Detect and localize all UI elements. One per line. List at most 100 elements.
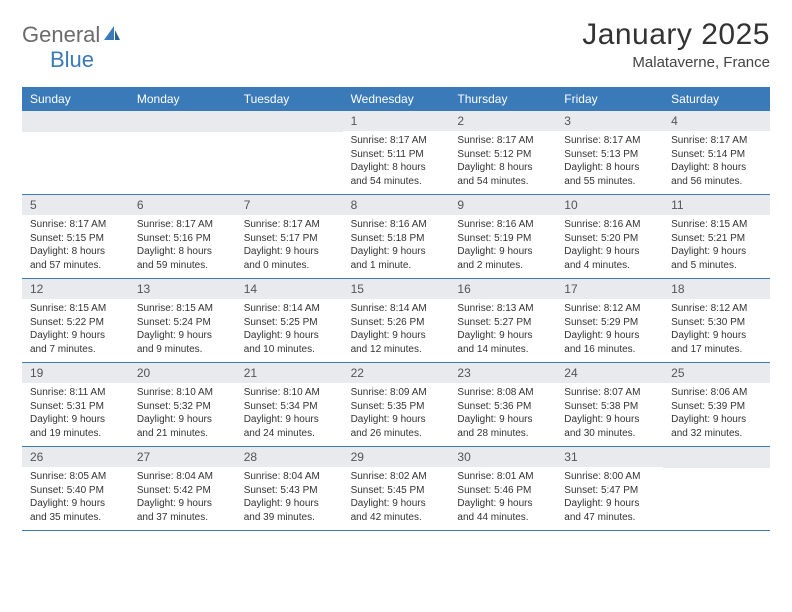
day-info: Sunrise: 8:07 AMSunset: 5:38 PMDaylight:… — [556, 383, 663, 446]
day-cell: 20Sunrise: 8:10 AMSunset: 5:32 PMDayligh… — [129, 363, 236, 446]
day-info: Sunrise: 8:17 AMSunset: 5:15 PMDaylight:… — [22, 215, 129, 278]
sunset-text: Sunset: 5:32 PM — [137, 400, 228, 414]
daylight-text: Daylight: 9 hours and 7 minutes. — [30, 329, 121, 356]
logo-sail-icon — [102, 24, 122, 47]
day-info: Sunrise: 8:14 AMSunset: 5:26 PMDaylight:… — [343, 299, 450, 362]
daylight-text: Daylight: 8 hours and 54 minutes. — [457, 161, 548, 188]
sunrise-text: Sunrise: 8:04 AM — [137, 470, 228, 484]
sunset-text: Sunset: 5:40 PM — [30, 484, 121, 498]
day-number: 28 — [236, 447, 343, 467]
day-info: Sunrise: 8:04 AMSunset: 5:42 PMDaylight:… — [129, 467, 236, 530]
logo-text-part2: Blue — [50, 47, 94, 73]
sunset-text: Sunset: 5:21 PM — [671, 232, 762, 246]
month-title: January 2025 — [582, 18, 770, 52]
sunset-text: Sunset: 5:30 PM — [671, 316, 762, 330]
day-info: Sunrise: 8:17 AMSunset: 5:17 PMDaylight:… — [236, 215, 343, 278]
day-number: 31 — [556, 447, 663, 467]
sunrise-text: Sunrise: 8:08 AM — [457, 386, 548, 400]
day-info: Sunrise: 8:01 AMSunset: 5:46 PMDaylight:… — [449, 467, 556, 530]
sunset-text: Sunset: 5:38 PM — [564, 400, 655, 414]
day-number: 14 — [236, 279, 343, 299]
empty-day-num — [236, 111, 343, 132]
day-info: Sunrise: 8:04 AMSunset: 5:43 PMDaylight:… — [236, 467, 343, 530]
sunrise-text: Sunrise: 8:17 AM — [351, 134, 442, 148]
day-number: 16 — [449, 279, 556, 299]
day-number: 27 — [129, 447, 236, 467]
day-cell: 2Sunrise: 8:17 AMSunset: 5:12 PMDaylight… — [449, 111, 556, 194]
day-cell — [22, 111, 129, 194]
day-info: Sunrise: 8:08 AMSunset: 5:36 PMDaylight:… — [449, 383, 556, 446]
location-label: Malataverne, France — [582, 54, 770, 71]
weekday-header-cell: Friday — [556, 87, 663, 111]
sunrise-text: Sunrise: 8:12 AM — [671, 302, 762, 316]
day-cell: 4Sunrise: 8:17 AMSunset: 5:14 PMDaylight… — [663, 111, 770, 194]
sunset-text: Sunset: 5:15 PM — [30, 232, 121, 246]
sunrise-text: Sunrise: 8:12 AM — [564, 302, 655, 316]
sunset-text: Sunset: 5:11 PM — [351, 148, 442, 162]
daylight-text: Daylight: 9 hours and 47 minutes. — [564, 497, 655, 524]
week-row: 5Sunrise: 8:17 AMSunset: 5:15 PMDaylight… — [22, 195, 770, 279]
day-cell: 6Sunrise: 8:17 AMSunset: 5:16 PMDaylight… — [129, 195, 236, 278]
day-cell: 29Sunrise: 8:02 AMSunset: 5:45 PMDayligh… — [343, 447, 450, 530]
sunrise-text: Sunrise: 8:17 AM — [244, 218, 335, 232]
day-cell: 24Sunrise: 8:07 AMSunset: 5:38 PMDayligh… — [556, 363, 663, 446]
day-cell: 15Sunrise: 8:14 AMSunset: 5:26 PMDayligh… — [343, 279, 450, 362]
daylight-text: Daylight: 9 hours and 26 minutes. — [351, 413, 442, 440]
sunset-text: Sunset: 5:34 PM — [244, 400, 335, 414]
day-number: 15 — [343, 279, 450, 299]
sunset-text: Sunset: 5:47 PM — [564, 484, 655, 498]
day-cell: 28Sunrise: 8:04 AMSunset: 5:43 PMDayligh… — [236, 447, 343, 530]
weekday-header-cell: Tuesday — [236, 87, 343, 111]
day-info: Sunrise: 8:10 AMSunset: 5:32 PMDaylight:… — [129, 383, 236, 446]
day-info: Sunrise: 8:14 AMSunset: 5:25 PMDaylight:… — [236, 299, 343, 362]
day-cell — [236, 111, 343, 194]
day-info: Sunrise: 8:15 AMSunset: 5:21 PMDaylight:… — [663, 215, 770, 278]
daylight-text: Daylight: 9 hours and 9 minutes. — [137, 329, 228, 356]
day-info: Sunrise: 8:09 AMSunset: 5:35 PMDaylight:… — [343, 383, 450, 446]
day-number: 30 — [449, 447, 556, 467]
sunset-text: Sunset: 5:39 PM — [671, 400, 762, 414]
day-cell: 16Sunrise: 8:13 AMSunset: 5:27 PMDayligh… — [449, 279, 556, 362]
day-info: Sunrise: 8:05 AMSunset: 5:40 PMDaylight:… — [22, 467, 129, 530]
daylight-text: Daylight: 9 hours and 32 minutes. — [671, 413, 762, 440]
daylight-text: Daylight: 9 hours and 39 minutes. — [244, 497, 335, 524]
daylight-text: Daylight: 9 hours and 28 minutes. — [457, 413, 548, 440]
sunset-text: Sunset: 5:35 PM — [351, 400, 442, 414]
day-cell: 1Sunrise: 8:17 AMSunset: 5:11 PMDaylight… — [343, 111, 450, 194]
day-cell — [663, 447, 770, 530]
sunset-text: Sunset: 5:36 PM — [457, 400, 548, 414]
sunset-text: Sunset: 5:45 PM — [351, 484, 442, 498]
sunrise-text: Sunrise: 8:17 AM — [564, 134, 655, 148]
day-info: Sunrise: 8:17 AMSunset: 5:16 PMDaylight:… — [129, 215, 236, 278]
logo-text-part1: General — [22, 22, 100, 48]
daylight-text: Daylight: 8 hours and 59 minutes. — [137, 245, 228, 272]
day-number: 24 — [556, 363, 663, 383]
sunrise-text: Sunrise: 8:16 AM — [564, 218, 655, 232]
day-info: Sunrise: 8:17 AMSunset: 5:11 PMDaylight:… — [343, 131, 450, 194]
sunset-text: Sunset: 5:26 PM — [351, 316, 442, 330]
sunset-text: Sunset: 5:29 PM — [564, 316, 655, 330]
daylight-text: Daylight: 9 hours and 21 minutes. — [137, 413, 228, 440]
daylight-text: Daylight: 9 hours and 44 minutes. — [457, 497, 548, 524]
daylight-text: Daylight: 9 hours and 37 minutes. — [137, 497, 228, 524]
sunrise-text: Sunrise: 8:15 AM — [671, 218, 762, 232]
weekday-header-row: SundayMondayTuesdayWednesdayThursdayFrid… — [22, 87, 770, 111]
week-row: 12Sunrise: 8:15 AMSunset: 5:22 PMDayligh… — [22, 279, 770, 363]
empty-day-num — [22, 111, 129, 132]
day-info: Sunrise: 8:00 AMSunset: 5:47 PMDaylight:… — [556, 467, 663, 530]
day-info: Sunrise: 8:12 AMSunset: 5:29 PMDaylight:… — [556, 299, 663, 362]
sunrise-text: Sunrise: 8:17 AM — [137, 218, 228, 232]
day-number: 22 — [343, 363, 450, 383]
day-number: 18 — [663, 279, 770, 299]
sunrise-text: Sunrise: 8:14 AM — [351, 302, 442, 316]
daylight-text: Daylight: 9 hours and 1 minute. — [351, 245, 442, 272]
daylight-text: Daylight: 9 hours and 24 minutes. — [244, 413, 335, 440]
daylight-text: Daylight: 9 hours and 10 minutes. — [244, 329, 335, 356]
daylight-text: Daylight: 9 hours and 12 minutes. — [351, 329, 442, 356]
sunrise-text: Sunrise: 8:09 AM — [351, 386, 442, 400]
daylight-text: Daylight: 8 hours and 55 minutes. — [564, 161, 655, 188]
day-cell: 30Sunrise: 8:01 AMSunset: 5:46 PMDayligh… — [449, 447, 556, 530]
day-number: 17 — [556, 279, 663, 299]
day-info: Sunrise: 8:17 AMSunset: 5:12 PMDaylight:… — [449, 131, 556, 194]
sunset-text: Sunset: 5:13 PM — [564, 148, 655, 162]
